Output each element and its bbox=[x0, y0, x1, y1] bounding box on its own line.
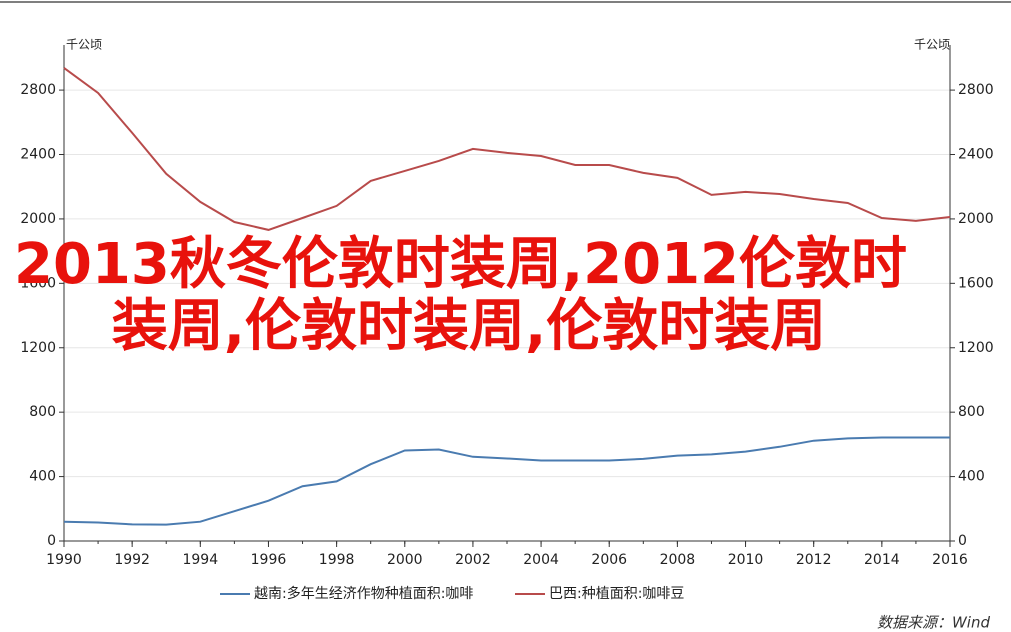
y2-tick-label: 2400 bbox=[958, 147, 994, 163]
x-tick-label: 2012 bbox=[796, 552, 832, 568]
y-tick-label: 2800 bbox=[20, 82, 56, 98]
x-tick-label: 1998 bbox=[319, 552, 355, 568]
y-tick-label: 1600 bbox=[20, 275, 56, 291]
x-tick-label: 2008 bbox=[660, 552, 696, 568]
x-tick-label: 2004 bbox=[523, 552, 559, 568]
x-tick-label: 2002 bbox=[455, 552, 491, 568]
x-tick-label: 2014 bbox=[864, 552, 900, 568]
y-tick-label: 1200 bbox=[20, 340, 56, 356]
y2-tick-label: 1600 bbox=[958, 275, 994, 291]
legend-label: 巴西:种植面积:咖啡豆 bbox=[549, 586, 684, 602]
y-tick-label: 800 bbox=[29, 404, 56, 420]
y-tick-label: 0 bbox=[47, 533, 56, 549]
y2-tick-label: 2000 bbox=[958, 211, 994, 227]
source: 数据来源：Wind bbox=[877, 614, 991, 632]
y-tick-label: 400 bbox=[29, 469, 56, 485]
y-tick-label: 2000 bbox=[20, 211, 56, 227]
x-tick-label: 1994 bbox=[182, 552, 218, 568]
x-tick-label: 1992 bbox=[114, 552, 150, 568]
y2-tick-label: 2800 bbox=[958, 82, 994, 98]
legend-label: 越南:多年生经济作物种植面积:咖啡 bbox=[254, 585, 473, 602]
y2-axis-label: 千公顷 bbox=[914, 38, 950, 52]
x-tick-label: 2016 bbox=[932, 552, 968, 568]
y2-tick-label: 400 bbox=[958, 469, 985, 485]
y2-tick-label: 1200 bbox=[958, 340, 994, 356]
x-tick-label: 1990 bbox=[46, 552, 82, 568]
y2-tick-label: 800 bbox=[958, 404, 985, 420]
y2-tick-label: 0 bbox=[958, 533, 967, 549]
y-axis-label: 千公顷 bbox=[66, 38, 102, 52]
x-tick-label: 2006 bbox=[591, 552, 627, 568]
x-tick-label: 2010 bbox=[728, 552, 764, 568]
x-tick-label: 2000 bbox=[387, 552, 423, 568]
overlay-text: 2013秋冬伦敦时装周,2012伦敦时装周,伦敦时装周,伦敦时装周 bbox=[14, 232, 907, 359]
x-tick-label: 1996 bbox=[251, 552, 287, 568]
y-tick-label: 2400 bbox=[20, 147, 56, 163]
series-line bbox=[63, 436, 950, 526]
series-line bbox=[63, 67, 951, 231]
